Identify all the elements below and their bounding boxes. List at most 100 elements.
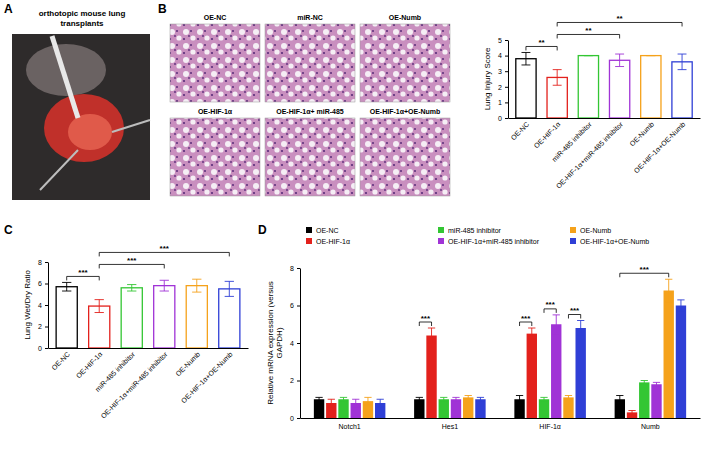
- series: [326, 328, 637, 418]
- legend-label: OE-Numb: [580, 227, 611, 234]
- tick-mark: [505, 56, 508, 57]
- error-bar: [377, 399, 384, 407]
- error-bar-line: [99, 300, 100, 313]
- error-bar-cap: [553, 85, 562, 86]
- chart: 02468Notch1Hes1HIF-1αNumbRelative mRNA e…: [266, 227, 701, 430]
- tick-mark: [505, 71, 508, 72]
- tick-label: 2: [38, 323, 42, 330]
- tick: 4: [38, 302, 48, 309]
- tick: OE-HIF-1α+OE-Numb: [180, 350, 234, 404]
- error-bar-cap: [516, 403, 523, 404]
- error-bar-cap: [628, 414, 635, 415]
- tick: 4: [290, 340, 300, 347]
- error-bar-cap: [364, 404, 371, 405]
- photo: [12, 34, 150, 200]
- error-bar: [328, 399, 335, 407]
- image-label: OE-Numb: [389, 14, 421, 21]
- text-line: GAPDH): [275, 327, 284, 358]
- error-bar-cap: [616, 395, 623, 396]
- bar: [516, 59, 536, 118]
- significance-label: ***: [570, 306, 580, 315]
- error-bar-cap: [95, 299, 104, 300]
- tick-label: OE-HIF-1α+miR-485 inhibitor: [99, 350, 169, 420]
- series: [363, 279, 674, 418]
- error-bar: [646, 55, 655, 56]
- error-bar-cap: [477, 397, 484, 398]
- tick-label: 3: [498, 68, 502, 75]
- text-line: Relative mRNA expression (versus: [266, 281, 275, 405]
- error-bar-cap: [225, 296, 234, 297]
- error-bar-cap: [328, 399, 335, 400]
- panel-letter: C: [4, 223, 13, 237]
- error-bar-line: [632, 411, 633, 415]
- tick-label: OE-HIF-1α+OE-Numb: [180, 350, 234, 404]
- bar: [609, 60, 629, 118]
- series: [351, 315, 662, 418]
- tick: 5: [498, 37, 508, 44]
- legend-label: OE-HIF-1α+miR-485 inhibitor: [448, 238, 540, 245]
- error-bar: [315, 397, 322, 401]
- error-bar: [553, 315, 560, 334]
- tick: OE-HIF-1α+miR-485 inhibitor: [99, 350, 169, 420]
- error-bar-line: [443, 397, 444, 401]
- error-bar-cap: [577, 335, 584, 336]
- error-bar-cap: [315, 401, 322, 402]
- plot-marks: [56, 279, 240, 348]
- legend-item: miR-485 inhibitor: [438, 227, 502, 234]
- legend-label: miR-485 inhibitor: [448, 227, 502, 234]
- error-bar-cap: [665, 279, 672, 280]
- text-line: orthotopic mouse lung: [39, 9, 126, 18]
- error-bar-cap: [352, 399, 359, 400]
- plot-marks: [516, 52, 692, 118]
- tick-mark: [505, 40, 508, 41]
- bar: [463, 397, 473, 418]
- tick-label: OE-Numb: [628, 120, 655, 147]
- legend-item: OE-NC: [306, 227, 339, 234]
- error-bar-cap: [465, 395, 472, 396]
- axis-line: [508, 41, 509, 119]
- tick-label: OE-HIF-1α+miR-485 inhibitor: [555, 120, 625, 190]
- axis-line: [301, 418, 701, 419]
- error-bar-cap: [528, 339, 535, 340]
- bar: [578, 56, 598, 118]
- error-bar: [678, 54, 687, 70]
- tick-mark: [297, 418, 300, 419]
- tick-mark: [505, 102, 508, 103]
- image-label: OE-HIF-1α: [198, 108, 233, 115]
- significance-bracket: [557, 22, 682, 26]
- tick: 8: [38, 259, 48, 266]
- error-bar-cap: [315, 397, 322, 398]
- tick-label: 0: [38, 345, 42, 352]
- significance-label: ***: [78, 268, 88, 277]
- bar: [527, 334, 537, 418]
- error-bar-line: [196, 279, 197, 292]
- error-bar-cap: [628, 410, 635, 411]
- tick: OE-NC: [509, 120, 530, 141]
- panel-letter: D: [258, 223, 267, 237]
- error-bar-cap: [528, 328, 535, 329]
- error-bar: [452, 397, 459, 401]
- bar: [672, 62, 692, 118]
- error-bar-cap: [677, 299, 684, 300]
- tick-label: OE-NC: [509, 120, 530, 141]
- axis-line: [48, 263, 49, 349]
- y-axis-title: Relative mRNA expression (versusGAPDH): [266, 281, 284, 405]
- error-bar: [192, 279, 201, 292]
- error-bar-line: [568, 396, 569, 400]
- error-bar-cap: [553, 333, 560, 334]
- image-label: OE-HIF-1α+OE-Numb: [370, 108, 441, 115]
- series: [338, 381, 649, 419]
- panel-letter: A: [4, 2, 13, 16]
- significance-bracket: [620, 273, 669, 277]
- error-bar: [540, 397, 547, 401]
- tick: HIF-1α: [539, 423, 561, 430]
- error-bar-cap: [225, 281, 234, 282]
- error-bar-cap: [653, 386, 660, 387]
- error-bar-cap: [160, 280, 169, 281]
- legend-marker: [438, 227, 444, 233]
- tick-label: 4: [498, 52, 502, 59]
- error-bar: [516, 396, 523, 404]
- histology-image: [360, 24, 450, 102]
- error-bar-cap: [340, 397, 347, 398]
- error-bar-cap: [328, 406, 335, 407]
